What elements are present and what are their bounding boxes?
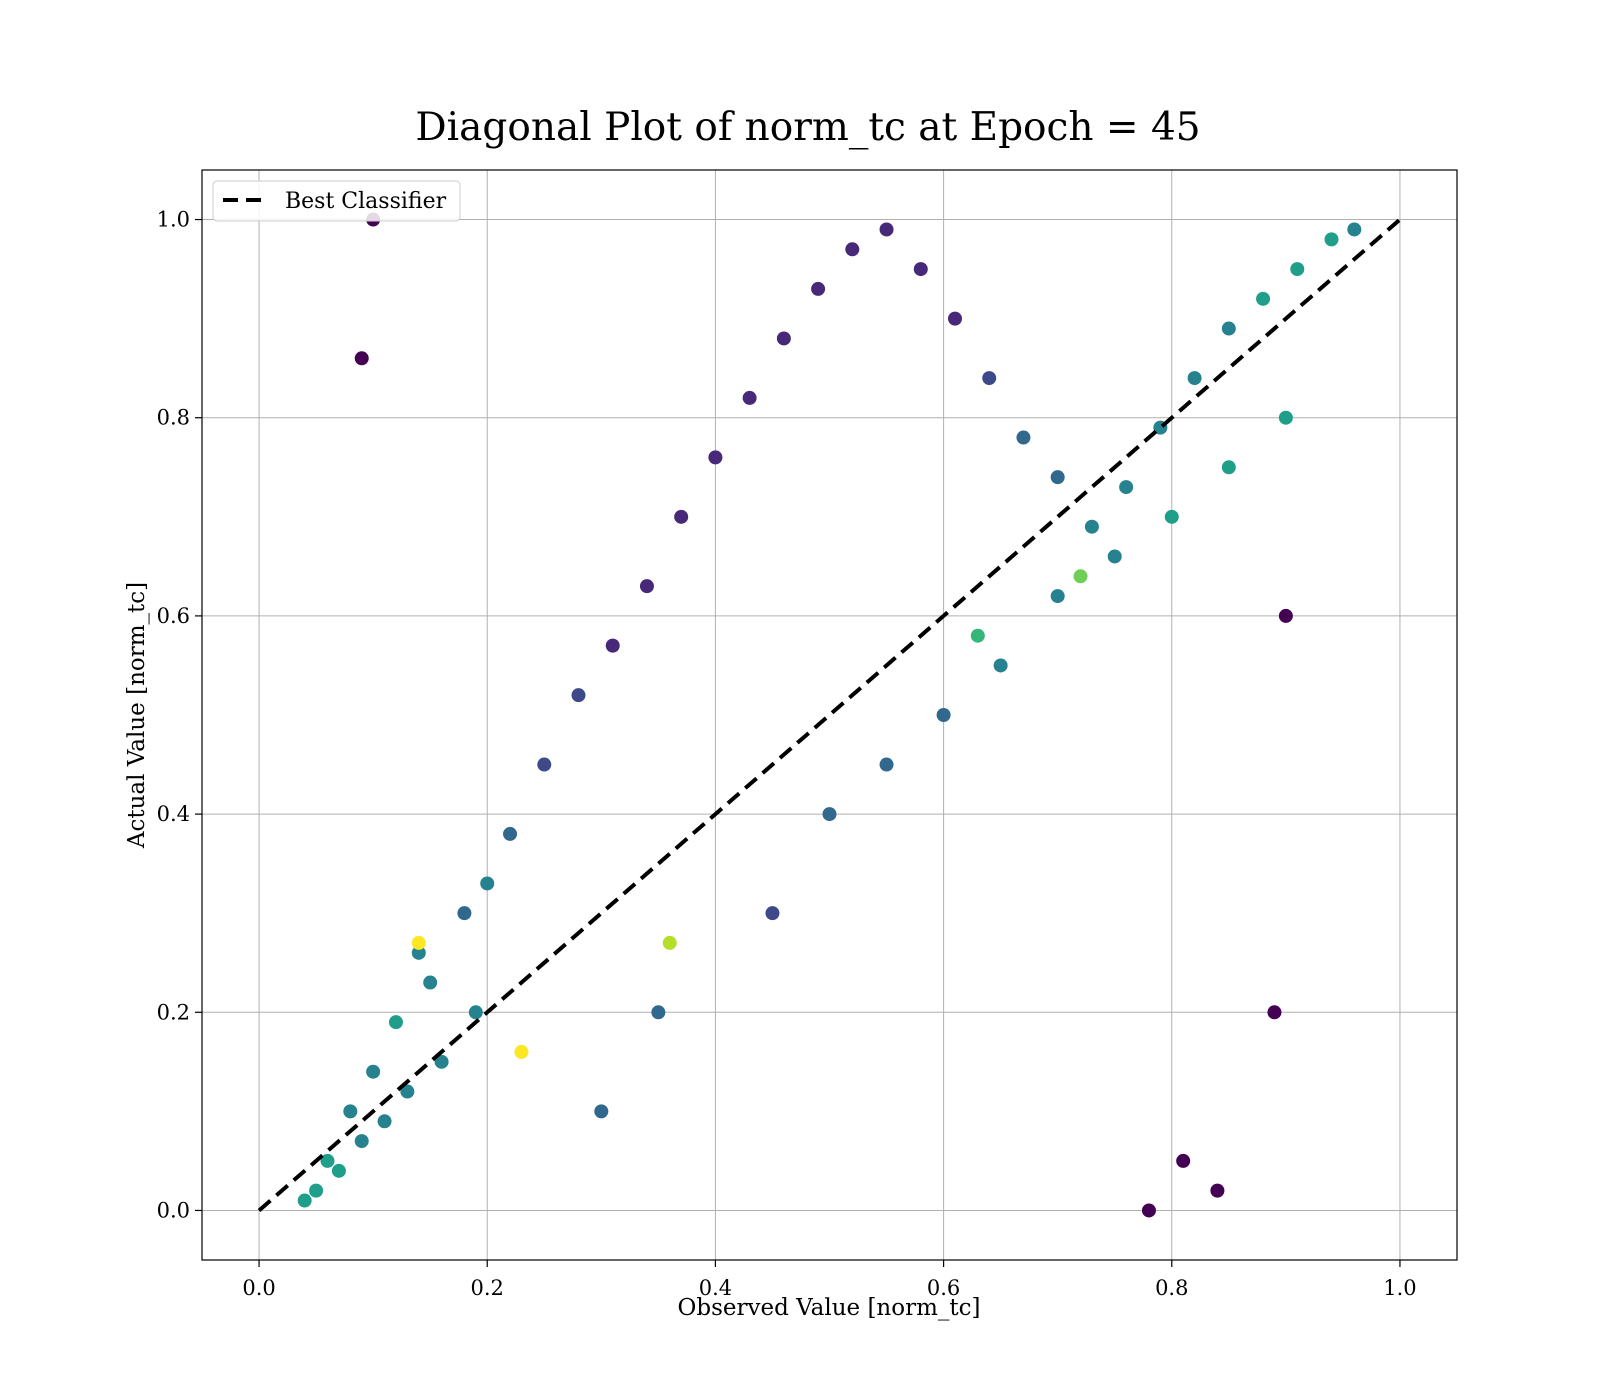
scatter-points (297, 212, 1362, 1218)
y-tick-label: 0.0 (157, 1198, 190, 1222)
y-tick-label: 0.4 (157, 802, 190, 826)
scatter-point (1050, 470, 1065, 485)
x-tick-label: 0.6 (927, 1276, 960, 1300)
scatter-point (400, 1084, 415, 1099)
scatter-point (571, 688, 586, 703)
scatter-point (388, 1015, 403, 1030)
scatter-point (674, 509, 689, 524)
scatter-point (1278, 410, 1293, 425)
scatter-point (537, 757, 552, 772)
chart-title: Diagonal Plot of norm_tc at Epoch = 45 (415, 105, 1200, 150)
scatter-point (662, 935, 677, 950)
scatter-point (309, 1183, 324, 1198)
x-tick-label: 0.2 (471, 1276, 504, 1300)
scatter-point (811, 281, 826, 296)
scatter-point (936, 708, 951, 722)
scatter-point (651, 1005, 666, 1020)
scatter-point (639, 579, 654, 594)
scatter-point (879, 757, 894, 772)
scatter-point (343, 1104, 358, 1119)
scatter-point (1107, 549, 1122, 564)
legend-label: Best Classifier (285, 189, 447, 214)
scatter-point (514, 1044, 529, 1059)
scatter-point (297, 1193, 312, 1208)
scatter-point (776, 331, 791, 346)
scatter-point (366, 1064, 381, 1079)
legend: Best Classifier (212, 180, 461, 222)
scatter-point (1324, 232, 1339, 247)
scatter-point (320, 1153, 335, 1168)
legend-box (212, 180, 461, 222)
scatter-point (948, 311, 962, 326)
best-classifier-line (257, 218, 1402, 1212)
x-axis-ticks: 0.0 0.2 0.4 0.6 0.8 1.0 (242, 1260, 1417, 1300)
scatter-point (1221, 460, 1236, 475)
scatter-point (411, 935, 426, 950)
scatter-point (970, 628, 985, 643)
scatter-point (1256, 291, 1271, 306)
x-tick-label: 0.4 (699, 1276, 732, 1300)
plot-frame (201, 169, 1458, 1261)
scatter-point (1210, 1183, 1225, 1198)
scatter-point (822, 807, 837, 822)
scatter-point (879, 222, 894, 237)
scatter-point (845, 242, 860, 257)
scatter-point (1187, 371, 1202, 386)
scatter-point (594, 1104, 609, 1119)
scatter-point (411, 945, 426, 960)
y-tick-label: 0.6 (157, 604, 190, 628)
scatter-point (1267, 1005, 1282, 1020)
scatter-point (1221, 321, 1236, 336)
scatter-point (1278, 608, 1293, 623)
scatter-point (1141, 1203, 1156, 1218)
x-axis-label: Observed Value [norm_tc] (678, 1295, 981, 1321)
scatter-point (913, 262, 928, 277)
scatter-point (434, 1054, 449, 1069)
scatter-point (1084, 519, 1099, 534)
x-tick-label: 1.0 (1383, 1276, 1416, 1300)
scatter-point (468, 1005, 483, 1020)
scatter-point (982, 371, 997, 386)
y-axis-ticks: 0.0 0.2 0.4 0.6 0.8 1.0 (157, 208, 202, 1222)
scatter-point (423, 975, 438, 990)
y-axis-label: Actual Value [norm_tc] (124, 582, 150, 849)
scatter-point (480, 876, 495, 891)
scatter-point (993, 658, 1008, 673)
scatter-point (331, 1163, 346, 1178)
y-tick-label: 0.8 (157, 406, 190, 430)
scatter-point (1016, 430, 1031, 445)
scatter-point (377, 1114, 392, 1129)
scatter-point (765, 906, 780, 921)
scatter-point (1290, 262, 1305, 277)
scatter-point (708, 450, 723, 465)
scatter-point (503, 826, 518, 841)
x-tick-label: 0.8 (1155, 1276, 1188, 1300)
scatter-point (1347, 222, 1362, 237)
scatter-point (354, 351, 369, 366)
scatter-point (1050, 589, 1065, 604)
scatter-point (605, 638, 620, 653)
scatter-point (1176, 1153, 1191, 1168)
x-tick-label: 0.0 (242, 1276, 275, 1300)
y-tick-label: 0.2 (157, 1000, 190, 1024)
scatter-point (457, 906, 472, 921)
y-tick-label: 1.0 (157, 208, 190, 232)
scatter-point (1119, 480, 1134, 495)
scatter-point (354, 1134, 369, 1149)
scatter-point (1164, 509, 1179, 524)
scatter-point (742, 390, 757, 405)
scatter-point (1073, 569, 1088, 584)
